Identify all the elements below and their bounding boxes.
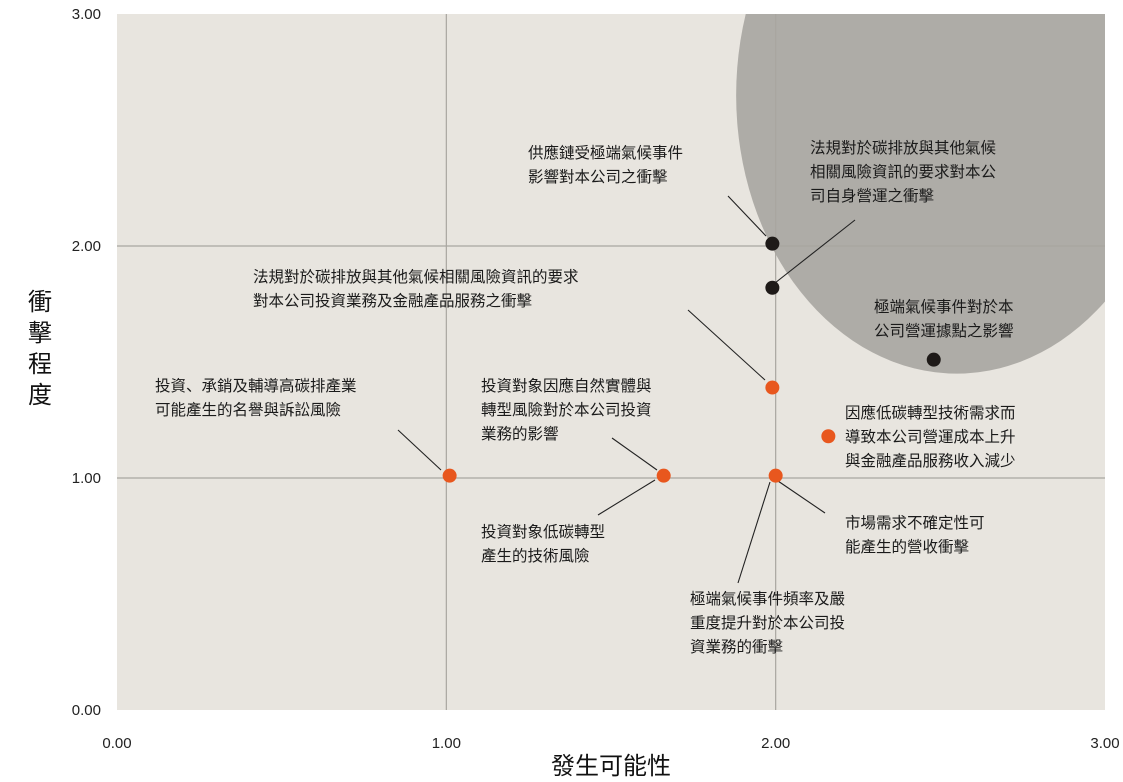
risk-label: 極端氣候事件頻率及嚴重度提升對於本公司投資業務的衝擊 (690, 590, 846, 656)
x-tick-label: 2.00 (761, 735, 790, 752)
y-axis-title: 衝擊程度 (28, 288, 52, 409)
y-tick-label: 3.00 (72, 6, 101, 23)
risk-label: 市場需求不確定性可能產生的營收衝擊 (845, 514, 985, 556)
risk-label: 投資對象因應自然實體與轉型風險對於本公司投資業務的影響 (481, 376, 652, 443)
x-tick-label: 1.00 (432, 735, 461, 752)
risk-label: 投資、承銷及輔導高碳排產業可能產生的名譽與訴訟風險 (155, 377, 357, 419)
risk-point-medium (821, 429, 836, 444)
risk-label: 法規對於碳排放與其他氣候相關風險資訊的要求對本公司投資業務及金融產品服務之衝擊 (253, 268, 579, 310)
risk-label: 極端氣候事件對於本公司營運據點之影響 (874, 298, 1014, 340)
leader-line (611, 437, 658, 471)
leader-line (597, 479, 656, 516)
risk-label: 法規對於碳排放與其他氣候相關風險資訊的要求對本公司自身營運之衝擊 (810, 139, 996, 205)
x-tick-label: 3.00 (1090, 735, 1119, 752)
x-tick-label: 0.00 (102, 735, 131, 752)
risk-point-high (765, 280, 780, 295)
risk-point-high (926, 352, 941, 367)
leader-line (777, 480, 826, 514)
y-tick-label: 1.00 (72, 470, 101, 487)
y-tick-label: 0.00 (72, 702, 101, 719)
leader-line (737, 481, 771, 584)
risk-point-medium (768, 468, 783, 483)
risk-point-high (765, 236, 780, 251)
risk-point-medium (442, 468, 457, 483)
leader-line (774, 219, 856, 284)
risk-label: 投資對象低碳轉型產生的技術風險 (481, 523, 605, 565)
risk-point-medium (765, 380, 780, 395)
x-axis-title: 發生可能性 (551, 752, 671, 780)
risk-label: 因應低碳轉型技術需求而導致本公司營運成本上升與金融產品服務收入減少 (845, 403, 1016, 470)
leader-line (687, 309, 766, 381)
leader-line (727, 195, 767, 237)
y-tick-label: 2.00 (72, 238, 101, 255)
high-risk-region (736, 14, 1105, 374)
leader-line (397, 429, 442, 471)
risk-point-medium (656, 468, 671, 483)
risk-label: 供應鏈受極端氣候事件影響對本公司之衝擊 (528, 143, 683, 186)
